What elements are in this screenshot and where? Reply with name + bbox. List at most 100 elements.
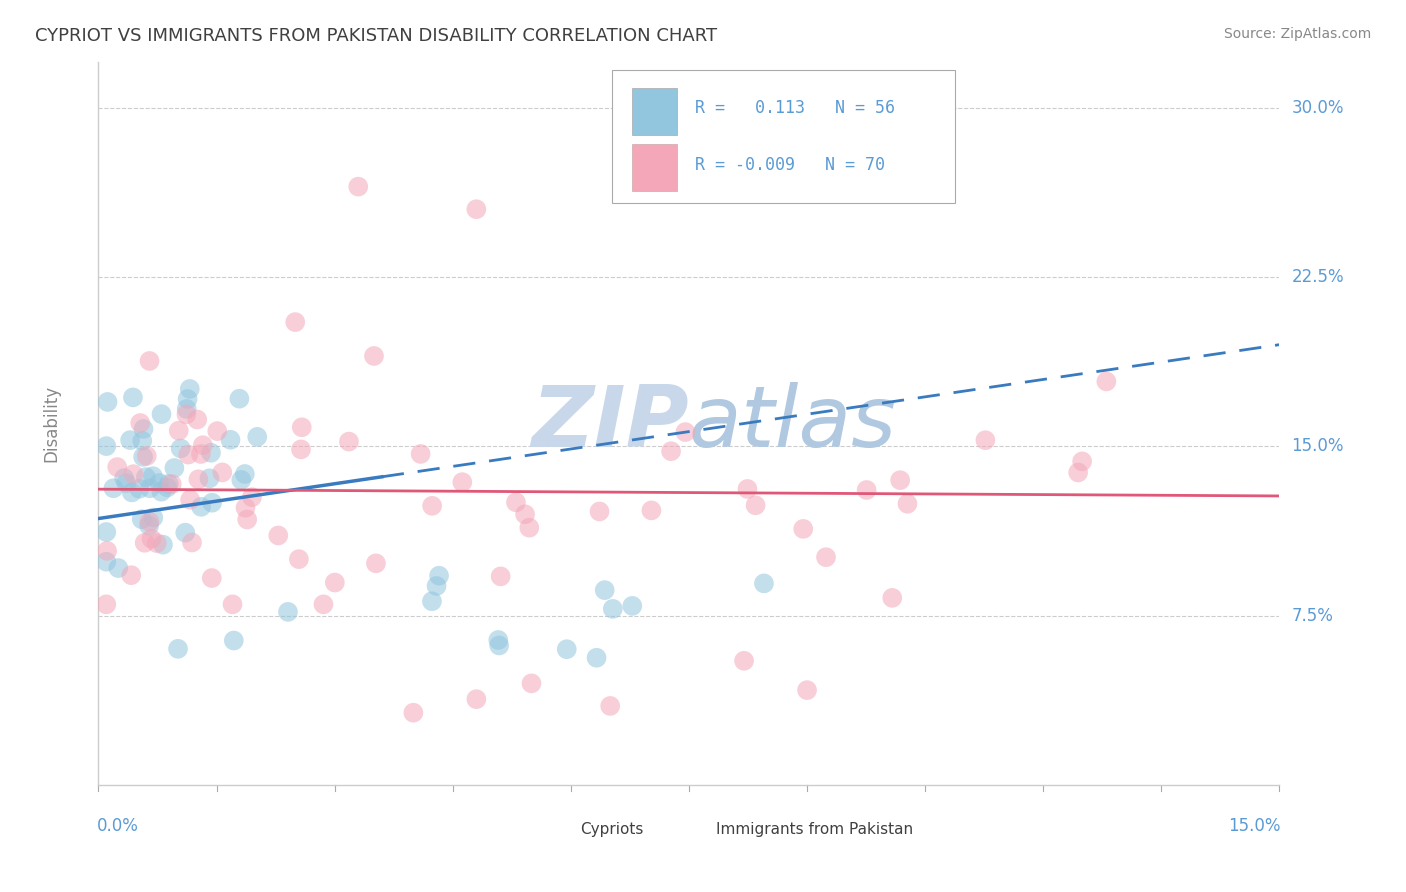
Text: 15.0%: 15.0% [1229,817,1281,836]
Point [427,568,450,582]
Point [277,605,299,619]
Point [222,633,245,648]
Point [176,408,198,422]
Text: atlas: atlas [689,382,897,466]
Point [451,475,474,490]
Point [425,579,447,593]
Point [115,476,138,491]
Point [132,422,155,436]
Point [420,594,443,608]
Point [107,561,129,575]
Point [602,602,624,616]
Point [246,430,269,444]
Point [520,676,543,690]
Point [157,477,180,491]
Point [139,481,162,495]
Point [1071,454,1094,468]
Point [142,510,165,524]
Point [752,576,775,591]
Point [120,568,142,582]
Point [105,460,128,475]
Point [896,497,918,511]
Point [236,512,259,526]
Point [1067,466,1090,480]
Point [163,461,186,475]
Point [288,552,311,566]
Point [796,683,818,698]
Point [207,424,229,438]
Point [176,401,198,416]
Text: R =   0.113   N = 56: R = 0.113 N = 56 [695,99,894,117]
Point [290,442,312,457]
Point [103,481,125,495]
Point [211,466,233,480]
Point [96,598,118,612]
Point [122,467,145,482]
Point [128,482,150,496]
Text: Disability: Disability [42,385,60,462]
Bar [683,817,709,843]
Point [148,475,170,490]
Text: 30.0%: 30.0% [1291,99,1344,117]
Point [855,483,877,497]
Point [599,698,621,713]
Point [814,550,837,565]
Point [122,391,145,405]
Point [513,508,536,522]
Point [409,447,432,461]
Point [219,433,242,447]
Point [221,598,243,612]
Point [488,639,510,653]
Point [135,449,157,463]
Point [167,641,190,656]
Point [593,583,616,598]
Text: 0.0%: 0.0% [97,817,139,836]
Point [96,555,118,569]
Text: 22.5%: 22.5% [1291,268,1344,286]
Point [187,472,209,486]
Point [190,447,212,461]
Point [201,496,224,510]
Bar [633,145,678,191]
Point [167,424,190,438]
Text: R = -0.009   N = 70: R = -0.009 N = 70 [695,156,884,174]
Point [176,392,198,406]
FancyBboxPatch shape [612,70,955,203]
Point [191,438,214,452]
Point [152,538,174,552]
Point [145,536,167,550]
Point [737,482,759,496]
Bar [633,87,678,135]
Point [291,420,314,434]
Text: Immigrants from Pakistan: Immigrants from Pakistan [716,822,914,838]
Point [96,544,118,558]
Point [138,518,160,533]
Point [138,354,160,368]
Point [233,467,256,481]
Point [733,654,755,668]
Point [889,473,911,487]
Point [585,650,607,665]
Point [235,500,257,515]
Text: Cypriots: Cypriots [581,822,644,838]
Point [169,442,191,456]
Point [174,525,197,540]
Point [465,692,488,706]
Point [177,448,200,462]
Point [138,515,160,529]
Point [179,382,201,396]
Point [284,315,307,329]
Point [141,532,163,546]
Point [364,557,387,571]
Point [489,569,512,583]
Point [240,490,263,504]
Point [131,434,153,448]
Point [465,202,488,217]
Point [201,571,224,585]
Text: CYPRIOT VS IMMIGRANTS FROM PAKISTAN DISABILITY CORRELATION CHART: CYPRIOT VS IMMIGRANTS FROM PAKISTAN DISA… [35,27,717,45]
Point [181,535,204,549]
Text: 15.0%: 15.0% [1291,437,1344,455]
Point [142,469,165,483]
Point [198,471,221,485]
Point [134,536,156,550]
